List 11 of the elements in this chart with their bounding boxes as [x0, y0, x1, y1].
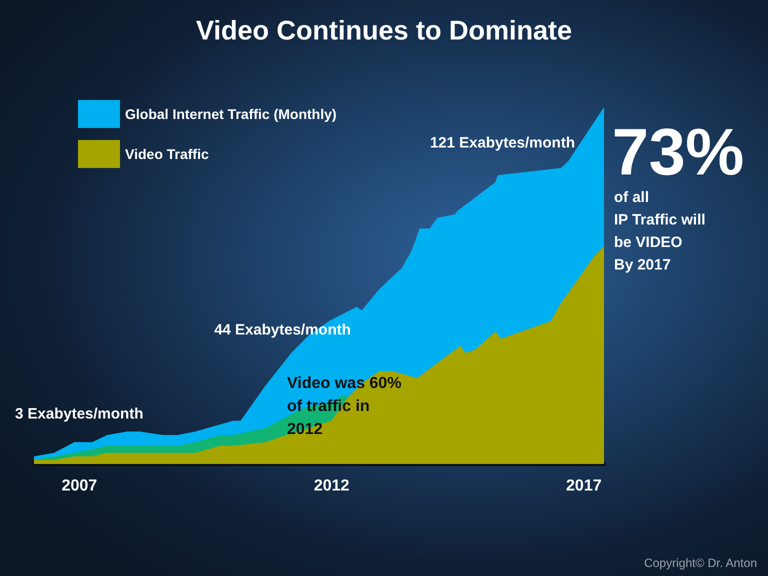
legend-label: Global Internet Traffic (Monthly)	[125, 106, 337, 122]
x-tick-label: 2017	[566, 478, 602, 494]
annotation: 121 Exabytes/month	[430, 134, 575, 152]
chart-title: Video Continues to Dominate	[196, 16, 572, 46]
legend-label: Video Traffic	[125, 146, 209, 162]
text: of all IP Traffic will be VIDEO By 2017	[614, 188, 706, 274]
text: Copyright© Dr. Anton	[644, 556, 757, 570]
annotation: 3 Exabytes/month	[15, 405, 144, 422]
x-tick-label: 2012	[314, 478, 350, 494]
x-tick-label: 2007	[62, 478, 98, 494]
text: 73%	[612, 114, 744, 188]
